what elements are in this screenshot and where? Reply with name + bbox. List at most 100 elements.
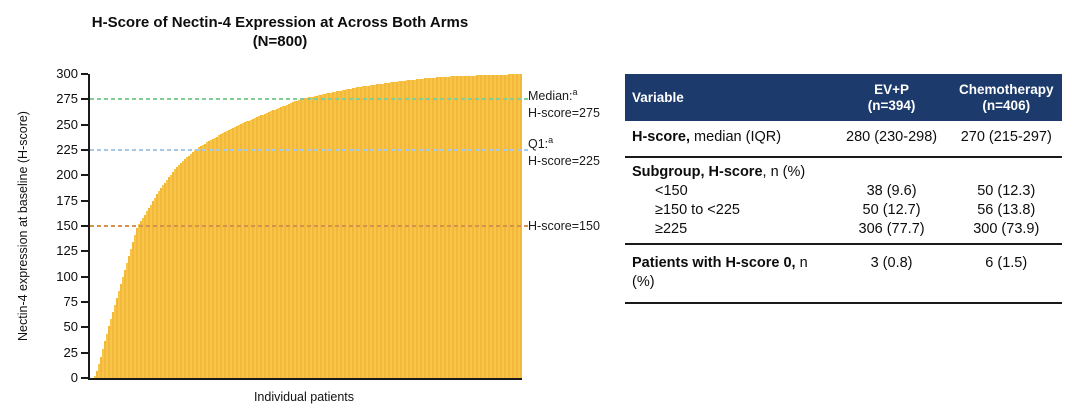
patient-bar bbox=[306, 97, 308, 378]
cell-evp bbox=[833, 163, 951, 182]
patient-bar bbox=[280, 107, 282, 378]
patient-bar bbox=[118, 291, 120, 378]
patient-bar bbox=[384, 83, 386, 378]
patient-bar bbox=[182, 161, 184, 378]
patient-bar bbox=[432, 77, 434, 378]
patient-bar bbox=[178, 164, 180, 378]
patient-bar bbox=[96, 371, 98, 378]
reference-line-h150 bbox=[90, 225, 530, 227]
patient-bar bbox=[214, 137, 216, 378]
patient-bar bbox=[126, 263, 128, 378]
cell-chemo: 6 (1.5) bbox=[985, 255, 1028, 271]
patient-bar bbox=[444, 76, 446, 378]
patient-bar bbox=[124, 270, 126, 378]
patient-bar bbox=[112, 312, 114, 378]
patient-bar bbox=[348, 89, 350, 378]
patient-bar bbox=[422, 78, 424, 378]
y-axis-tick bbox=[81, 123, 88, 126]
patient-bar bbox=[434, 77, 436, 378]
patient-bar bbox=[250, 119, 252, 378]
patient-bar bbox=[412, 79, 414, 378]
patient-bar bbox=[220, 134, 222, 378]
patient-bar bbox=[276, 108, 278, 378]
y-axis-tick-label: 225 bbox=[56, 142, 78, 157]
patient-bar bbox=[104, 341, 106, 378]
header-evp-n: (n=394) bbox=[867, 97, 916, 113]
annotation-median-label: Median: bbox=[528, 89, 573, 104]
patient-bar bbox=[266, 112, 268, 378]
patient-bar bbox=[292, 102, 294, 378]
chart-title-line1: H-Score of Nectin-4 Expression at Across… bbox=[91, 14, 469, 31]
patient-bar bbox=[392, 82, 394, 378]
patient-bar bbox=[238, 124, 240, 378]
patient-bar bbox=[210, 139, 212, 378]
patient-bar bbox=[268, 112, 270, 378]
patient-bar bbox=[328, 93, 330, 378]
patient-bar bbox=[242, 123, 244, 378]
patient-bar bbox=[132, 241, 134, 378]
chart-title: H-Score of Nectin-4 Expression at Across… bbox=[60, 13, 500, 51]
patient-bar bbox=[102, 349, 104, 378]
patient-bar bbox=[136, 227, 138, 378]
header-col-chemotherapy: Chemotherapy (n=406) bbox=[951, 82, 1062, 114]
patient-bar bbox=[368, 85, 370, 378]
patient-bar bbox=[140, 220, 142, 378]
patient-bar bbox=[122, 277, 124, 378]
patient-bar bbox=[206, 142, 208, 378]
x-axis-label: Individual patients bbox=[253, 390, 355, 404]
annotation-hscore150: H-score=150 bbox=[528, 218, 600, 235]
patient-bar bbox=[312, 96, 314, 378]
patient-bar bbox=[98, 364, 100, 378]
patient-bar bbox=[352, 88, 354, 378]
patient-bar bbox=[390, 82, 392, 378]
y-axis-tick-label: 0 bbox=[70, 370, 78, 385]
patient-bar bbox=[436, 77, 438, 378]
patient-bar bbox=[190, 153, 192, 378]
patient-bar bbox=[394, 81, 396, 378]
y-axis-tick bbox=[81, 98, 88, 101]
patient-bar bbox=[180, 163, 182, 378]
y-axis-tick-label: 300 bbox=[56, 66, 78, 81]
patient-bar bbox=[304, 98, 306, 378]
patient-bar bbox=[354, 87, 356, 378]
patient-bar bbox=[400, 81, 402, 378]
patient-bar bbox=[298, 99, 300, 378]
patient-bar bbox=[300, 99, 302, 378]
patient-bar bbox=[148, 207, 150, 378]
patient-bar bbox=[114, 305, 116, 378]
patient-bar bbox=[456, 76, 458, 378]
patient-bar bbox=[396, 81, 398, 378]
patient-bar bbox=[264, 113, 266, 378]
header-col-variable: Variable bbox=[632, 89, 684, 105]
patient-bar bbox=[438, 77, 440, 378]
patient-bar bbox=[176, 166, 178, 378]
patient-bar bbox=[100, 357, 102, 378]
patient-bar bbox=[164, 182, 166, 378]
patient-bar bbox=[262, 114, 264, 378]
patient-bar bbox=[350, 88, 352, 378]
patient-bar bbox=[286, 104, 288, 378]
patient-bar bbox=[110, 319, 112, 378]
row-label: Patients with H-score 0, n (%) bbox=[632, 255, 808, 290]
patient-bar bbox=[308, 97, 310, 378]
patient-bar bbox=[454, 76, 456, 378]
patient-bar bbox=[244, 122, 246, 378]
patient-bar bbox=[288, 103, 290, 378]
cell-chemo bbox=[951, 163, 1062, 182]
y-axis-tick bbox=[81, 225, 88, 227]
patient-bar bbox=[270, 111, 272, 378]
patient-bar bbox=[142, 217, 144, 378]
y-axis-tick-label: 275 bbox=[56, 91, 78, 107]
y-axis-tick bbox=[81, 250, 88, 253]
patient-bar bbox=[116, 298, 118, 378]
table-row-hscore-zero: Patients with H-score 0, n (%) 3 (0.8) 6… bbox=[625, 245, 1062, 304]
patient-bar bbox=[162, 185, 164, 378]
patient-bar bbox=[320, 94, 322, 378]
annotation-q1-value: H-score=225 bbox=[528, 154, 600, 169]
patient-bar bbox=[332, 92, 334, 378]
y-axis-tick-label: 50 bbox=[63, 319, 78, 335]
data-table: Variable EV+P (n=394) Chemotherapy (n=40… bbox=[625, 74, 1062, 304]
patient-bar bbox=[222, 133, 224, 378]
patient-bar bbox=[218, 135, 220, 378]
